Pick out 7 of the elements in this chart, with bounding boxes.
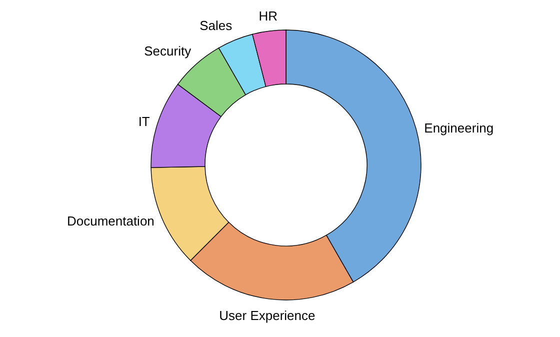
slice-label: IT [138,114,150,129]
slice-label: User Experience [219,308,316,323]
slice-label: HR [258,8,278,24]
slice-label: Engineering [424,120,494,136]
slice-label: Documentation [66,214,154,229]
slice-label: Sales [200,18,233,33]
slice-label: Security [144,43,192,58]
